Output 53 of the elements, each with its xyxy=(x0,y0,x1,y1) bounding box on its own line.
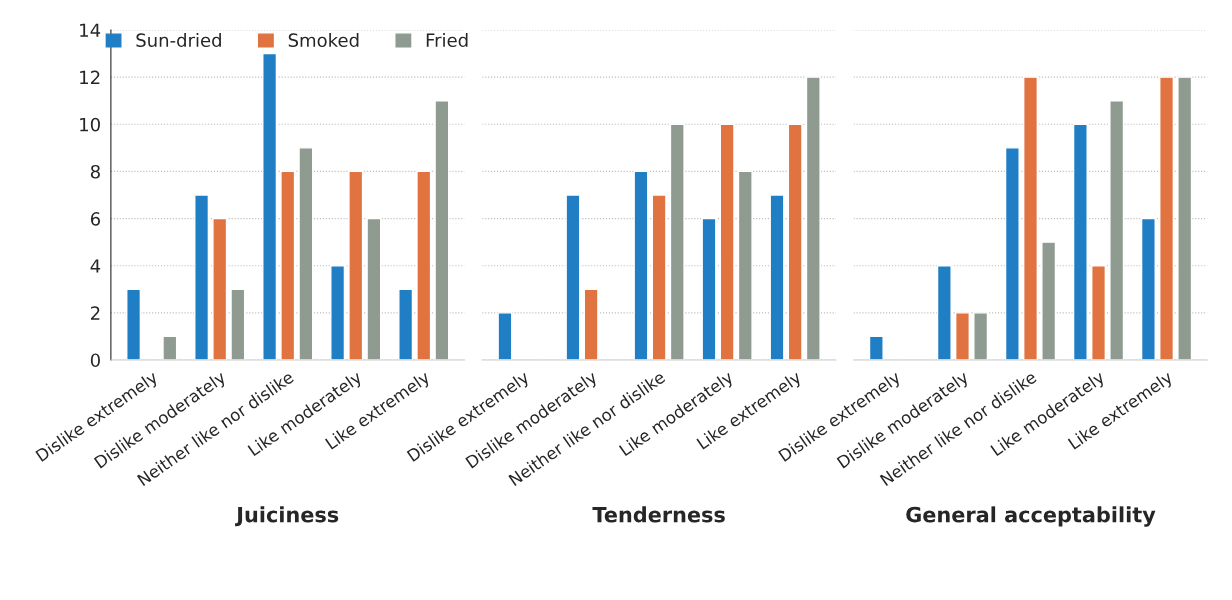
bar xyxy=(1023,76,1039,360)
bar xyxy=(1140,217,1156,360)
bar xyxy=(230,288,246,360)
bar xyxy=(366,217,382,360)
bar xyxy=(1004,147,1020,360)
bar xyxy=(633,170,649,360)
bar xyxy=(936,265,952,360)
bar xyxy=(298,147,314,360)
bar xyxy=(162,335,178,360)
bar xyxy=(126,288,142,360)
bar xyxy=(719,123,735,360)
bar xyxy=(1159,76,1175,360)
bar xyxy=(1072,123,1088,360)
bar xyxy=(583,288,599,360)
x-axis-title: Tenderness xyxy=(592,506,725,523)
bar xyxy=(1109,100,1125,360)
bar xyxy=(868,335,884,360)
y-tick-label: 4 xyxy=(90,259,101,273)
x-axis-title: General acceptability xyxy=(906,506,1156,527)
bar xyxy=(280,170,296,360)
y-tick-label: 6 xyxy=(90,212,101,226)
y-tick-label: 8 xyxy=(90,164,100,179)
bar xyxy=(1091,265,1107,360)
legend-label: Smoked xyxy=(288,33,359,48)
bar xyxy=(1041,241,1057,360)
bar xyxy=(651,194,667,360)
x-axis-title: Juiciness xyxy=(235,506,339,527)
bar xyxy=(805,76,821,360)
bar xyxy=(434,100,450,360)
y-tick-label: 14 xyxy=(80,23,101,37)
bar xyxy=(737,170,753,360)
bar xyxy=(262,52,278,360)
bar xyxy=(769,194,785,360)
y-tick-label: 2 xyxy=(90,306,100,320)
bar xyxy=(212,217,228,360)
bar xyxy=(416,170,432,360)
bar xyxy=(954,312,970,360)
bar xyxy=(348,170,364,360)
y-tick-label: 10 xyxy=(80,117,100,132)
bar xyxy=(398,288,414,360)
y-tick-label: 0 xyxy=(90,353,100,368)
bar xyxy=(1177,76,1193,360)
bar xyxy=(701,217,717,360)
bar xyxy=(330,265,346,360)
bar xyxy=(497,312,513,360)
bar xyxy=(973,312,989,360)
y-tick-label: 12 xyxy=(80,70,100,84)
bar xyxy=(565,194,581,360)
legend-label: Fried xyxy=(426,33,468,48)
legend-label: Sun-dried xyxy=(136,33,221,48)
bar xyxy=(787,123,803,360)
bar xyxy=(669,123,685,360)
bar xyxy=(194,194,210,360)
